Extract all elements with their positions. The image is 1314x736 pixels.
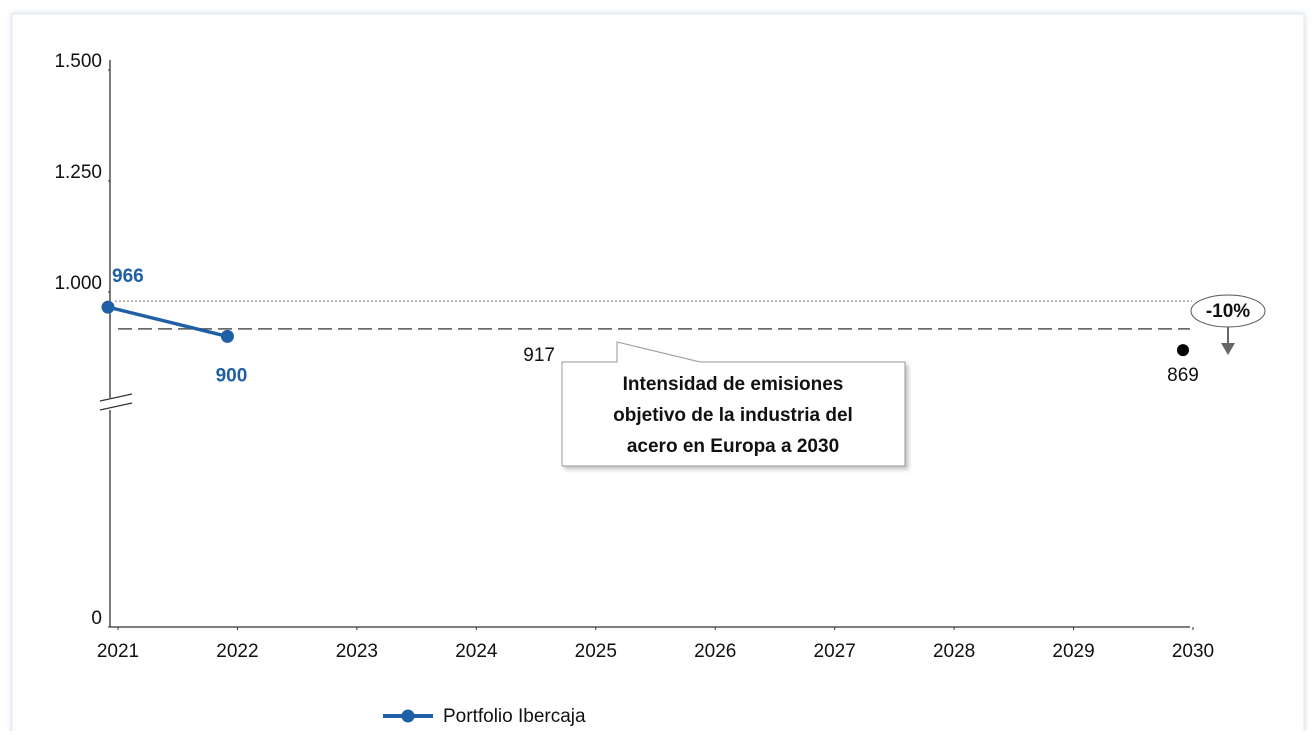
callout: Intensidad de emisiones objetivo de la in… [561,341,906,467]
y-tick-label: 1.500 [54,51,102,72]
x-tick-label: 2029 [1052,641,1094,662]
x-tick-label: 2028 [933,641,975,662]
axis-break [99,393,133,411]
arrow-head [1221,343,1235,355]
data-label: 966 [112,266,144,287]
x-tick-label: 2027 [814,641,856,662]
y-tick-label: 1.000 [54,273,102,294]
series-line [107,305,228,339]
callout-text: objetivo de la industria del [613,405,853,426]
callout-text: acero en Europa a 2030 [627,436,839,457]
x-tick-label: 2026 [694,641,736,662]
target-point-label: 869 [1167,365,1199,386]
reduction-label: -10% [1206,301,1250,322]
x-tick-label: 2021 [97,641,139,662]
x-tick-label: 2023 [336,641,378,662]
target-label: 917 [523,345,555,366]
y-tick-label: 0 [91,608,102,629]
x-tick-label: 2030 [1172,641,1214,662]
x-tick-label: 2024 [455,641,498,662]
x-tick-label: 2025 [575,641,617,662]
y-tick-label: 1.250 [54,162,102,183]
legend-marker [401,709,415,723]
series-point [101,300,115,314]
data-label: 900 [216,365,248,386]
callout-text: Intensidad de emisiones [623,374,844,395]
target-point [1177,344,1189,357]
x-tick-label: 2022 [216,641,258,662]
series-point [220,329,234,343]
break-line [99,402,133,411]
break-line [99,393,133,402]
callout-box [561,341,906,467]
legend-label: Portfolio Ibercaja [443,706,586,727]
